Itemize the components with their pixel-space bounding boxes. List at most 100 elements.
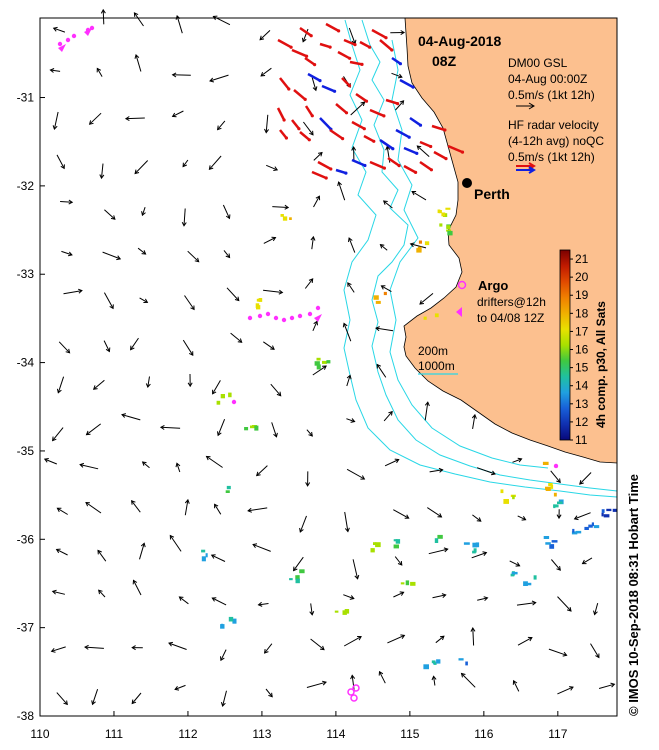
sst-patch	[373, 542, 377, 545]
radar-arrow	[319, 42, 332, 49]
model-arrow	[223, 250, 231, 259]
model-arrow	[208, 155, 222, 171]
sst-patch	[326, 360, 331, 364]
sst-patch	[437, 534, 443, 539]
radar-arrow	[317, 160, 333, 171]
model-arrow	[346, 418, 356, 423]
model-arrow	[346, 468, 366, 480]
colorbar-tick-label: 14	[575, 379, 589, 393]
model-arrow	[139, 297, 149, 303]
sst-patch	[606, 508, 612, 512]
sst-patch	[438, 210, 442, 214]
model-arrow	[337, 181, 346, 201]
model-arrow	[182, 339, 194, 357]
radar-arrow	[299, 131, 311, 142]
model-arrow	[471, 551, 488, 559]
sst-patch	[282, 216, 288, 221]
radar-arrow	[419, 160, 433, 172]
model-arrow	[343, 594, 355, 600]
model-arrow	[175, 462, 181, 473]
model-arrow	[211, 597, 227, 606]
model-arrow	[263, 341, 275, 350]
sst-patch	[593, 525, 600, 529]
model-arrow	[133, 12, 144, 27]
map-frame	[39, 17, 618, 717]
model-arrow	[310, 638, 325, 651]
drifter-point	[307, 311, 313, 317]
sst-patch	[601, 509, 605, 513]
sst-colorbar: 21 20 19 18 17 16 15 14 13 12 11	[559, 249, 589, 447]
radar-legend-subtitle: (4-12h avg) noQC	[508, 134, 604, 148]
model-arrow	[477, 596, 489, 602]
drifter-point	[257, 313, 263, 319]
drifter-point	[289, 315, 295, 321]
radar-arrow	[321, 84, 337, 93]
model-arrow	[390, 30, 406, 36]
sst-patch	[344, 609, 350, 614]
model-arrow	[171, 72, 191, 78]
sst-patch	[551, 540, 558, 543]
drifter-point	[65, 37, 71, 43]
sst-patch	[216, 400, 221, 405]
model-arrow	[52, 26, 66, 33]
model-legend-scale: 0.5m/s (1kt 12h)	[508, 88, 595, 102]
model-arrow	[384, 458, 400, 467]
lon-tick-label: 112	[178, 727, 197, 741]
model-arrow	[58, 341, 71, 354]
sst-patch	[400, 582, 405, 585]
lon-tick-label: 117	[548, 727, 567, 741]
sst-patch	[591, 522, 594, 527]
sst-patch	[549, 544, 555, 549]
imos-credit: © IMOS 10-Sep-2018 08:31 Hobart Time	[626, 474, 641, 716]
drifter-head	[58, 44, 66, 52]
model-arrow	[548, 648, 568, 657]
sst-patch	[280, 214, 284, 217]
drifter-marker-icon	[456, 307, 462, 317]
radar-arrow	[395, 128, 411, 139]
lat-tick-label: -32	[17, 179, 35, 193]
model-arrow	[460, 672, 476, 688]
sst-patch	[433, 662, 437, 665]
sst-patch	[446, 229, 452, 232]
sst-patch	[545, 542, 551, 545]
radar-arrow	[291, 119, 301, 131]
lon-tick-label: 114	[326, 727, 345, 741]
model-arrow	[220, 649, 227, 662]
sst-patch	[225, 490, 230, 493]
model-arrow	[409, 242, 427, 249]
radar-arrow	[399, 78, 415, 89]
radar-legend-scale: 0.5m/s (1kt 12h)	[508, 150, 595, 164]
sst-patch	[472, 542, 478, 548]
model-arrow	[259, 30, 271, 41]
sst-patch	[423, 664, 429, 670]
drifter-head	[84, 28, 92, 36]
model-arrow	[393, 591, 405, 598]
model-arrow	[343, 636, 362, 647]
radar-arrow	[419, 140, 433, 149]
radar-arrow	[311, 170, 328, 180]
model-arrow	[178, 596, 189, 605]
sst-patch	[220, 394, 225, 399]
model-arrow	[102, 251, 122, 261]
radar-arrow	[369, 160, 386, 170]
sst-patch	[446, 225, 451, 229]
longitude-ticks: 110 111 112 113 114 115 116 117	[30, 711, 568, 741]
model-arrow	[270, 383, 282, 397]
sst-patch	[434, 538, 439, 543]
radar-arrow	[307, 72, 322, 83]
sst-patch	[553, 504, 556, 509]
model-arrow	[263, 236, 277, 244]
sst-patch	[228, 392, 232, 398]
model-arrow	[311, 77, 318, 92]
sst-patch	[375, 300, 381, 304]
model-arrow	[419, 293, 434, 305]
radar-arrow	[447, 144, 465, 154]
lon-tick-label: 115	[400, 727, 419, 741]
radar-arrow	[391, 56, 402, 66]
sst-patch	[373, 295, 379, 300]
model-arrow	[313, 151, 323, 161]
model-arrow	[352, 559, 360, 580]
model-arrow	[551, 559, 561, 571]
sst-patch	[500, 489, 504, 494]
sst-patch	[550, 485, 554, 489]
